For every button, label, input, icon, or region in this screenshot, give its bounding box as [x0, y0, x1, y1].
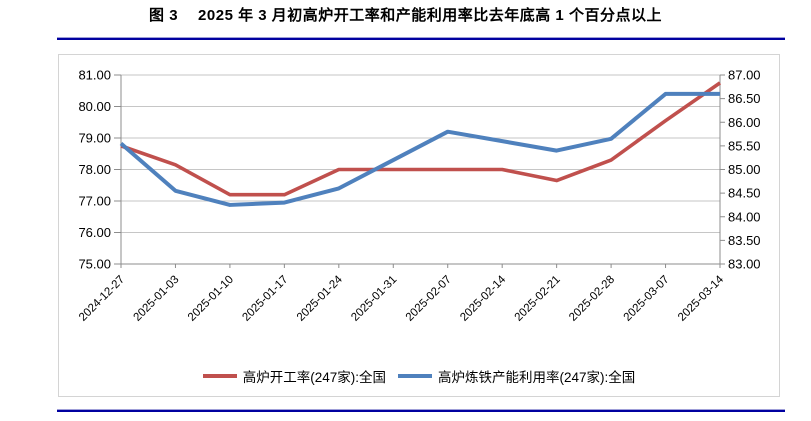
- figure-title: 图 3 2025 年 3 月初高炉开工率和产能利用率比去年底高 1 个百分点以上: [0, 4, 811, 25]
- bottom-divider-line: [57, 409, 785, 412]
- x-axis-label: 2025-02-14: [458, 273, 509, 324]
- x-axis-label: 2024-12-27: [77, 274, 127, 324]
- top-divider-line: [57, 37, 785, 40]
- left-axis-label: 76.00: [78, 225, 111, 240]
- left-axis-label: 75.00: [78, 257, 111, 272]
- x-axis-label: 2025-02-28: [567, 274, 617, 324]
- chart-legend: 高炉开工率(247家):全国 高炉炼铁产能利用率(247家):全国: [59, 366, 779, 386]
- x-axis-label: 2025-02-21: [513, 274, 563, 324]
- right-axis-label: 83.50: [728, 233, 761, 248]
- left-axis-label: 77.00: [78, 194, 111, 209]
- right-axis-label: 86.00: [728, 115, 761, 130]
- legend-label: 高炉开工率(247家):全国: [242, 370, 386, 385]
- x-axis-label: 2025-03-14: [676, 273, 727, 324]
- right-axis-label: 84.00: [728, 209, 761, 224]
- x-axis-label: 2025-01-10: [186, 274, 236, 324]
- left-axis-label: 78.00: [78, 162, 111, 177]
- x-axis-label: 2025-01-03: [131, 274, 181, 324]
- left-axis-label: 79.00: [78, 131, 111, 146]
- legend-label: 高炉炼铁产能利用率(247家):全国: [438, 370, 636, 385]
- right-axis-label: 84.50: [728, 186, 761, 201]
- x-axis-label: 2025-03-07: [622, 274, 672, 324]
- figure-number: 图 3: [149, 7, 179, 24]
- legend-item-capacity-utilization: 高炉炼铁产能利用率(247家):全国: [398, 366, 635, 386]
- legend-red-line-swatch: [202, 374, 237, 378]
- right-axis-label: 85.00: [728, 162, 761, 177]
- x-axis-label: 2025-01-31: [349, 274, 399, 324]
- series-line-0: [120, 81, 722, 197]
- x-axis-label: 2025-02-07: [404, 274, 454, 324]
- right-axis-label: 85.50: [728, 138, 761, 153]
- x-axis-label: 2025-01-24: [295, 273, 346, 324]
- right-axis-label: 86.50: [728, 91, 761, 106]
- legend-item-operating-rate: 高炉开工率(247家):全国: [202, 366, 386, 386]
- right-axis-label: 83.00: [728, 257, 761, 272]
- series-line-1: [119, 91, 720, 207]
- legend-blue-line-swatch: [398, 374, 432, 378]
- chart-frame: 81.00 80.00 79.00 78.00 77.00 76.00 75.00 87.00…: [58, 54, 780, 397]
- left-axis-label: 80.00: [78, 99, 111, 114]
- x-axis-label: 2025-01-17: [240, 274, 290, 324]
- left-axis-label: 81.00: [78, 68, 111, 83]
- right-axis-label: 87.00: [728, 68, 761, 83]
- line-chart: 81.00 80.00 79.00 78.00 77.00 76.00 75.00 87.00…: [77, 68, 761, 324]
- figure-title-text: 2025 年 3 月初高炉开工率和产能利用率比去年底高 1 个百分点以上: [198, 7, 662, 24]
